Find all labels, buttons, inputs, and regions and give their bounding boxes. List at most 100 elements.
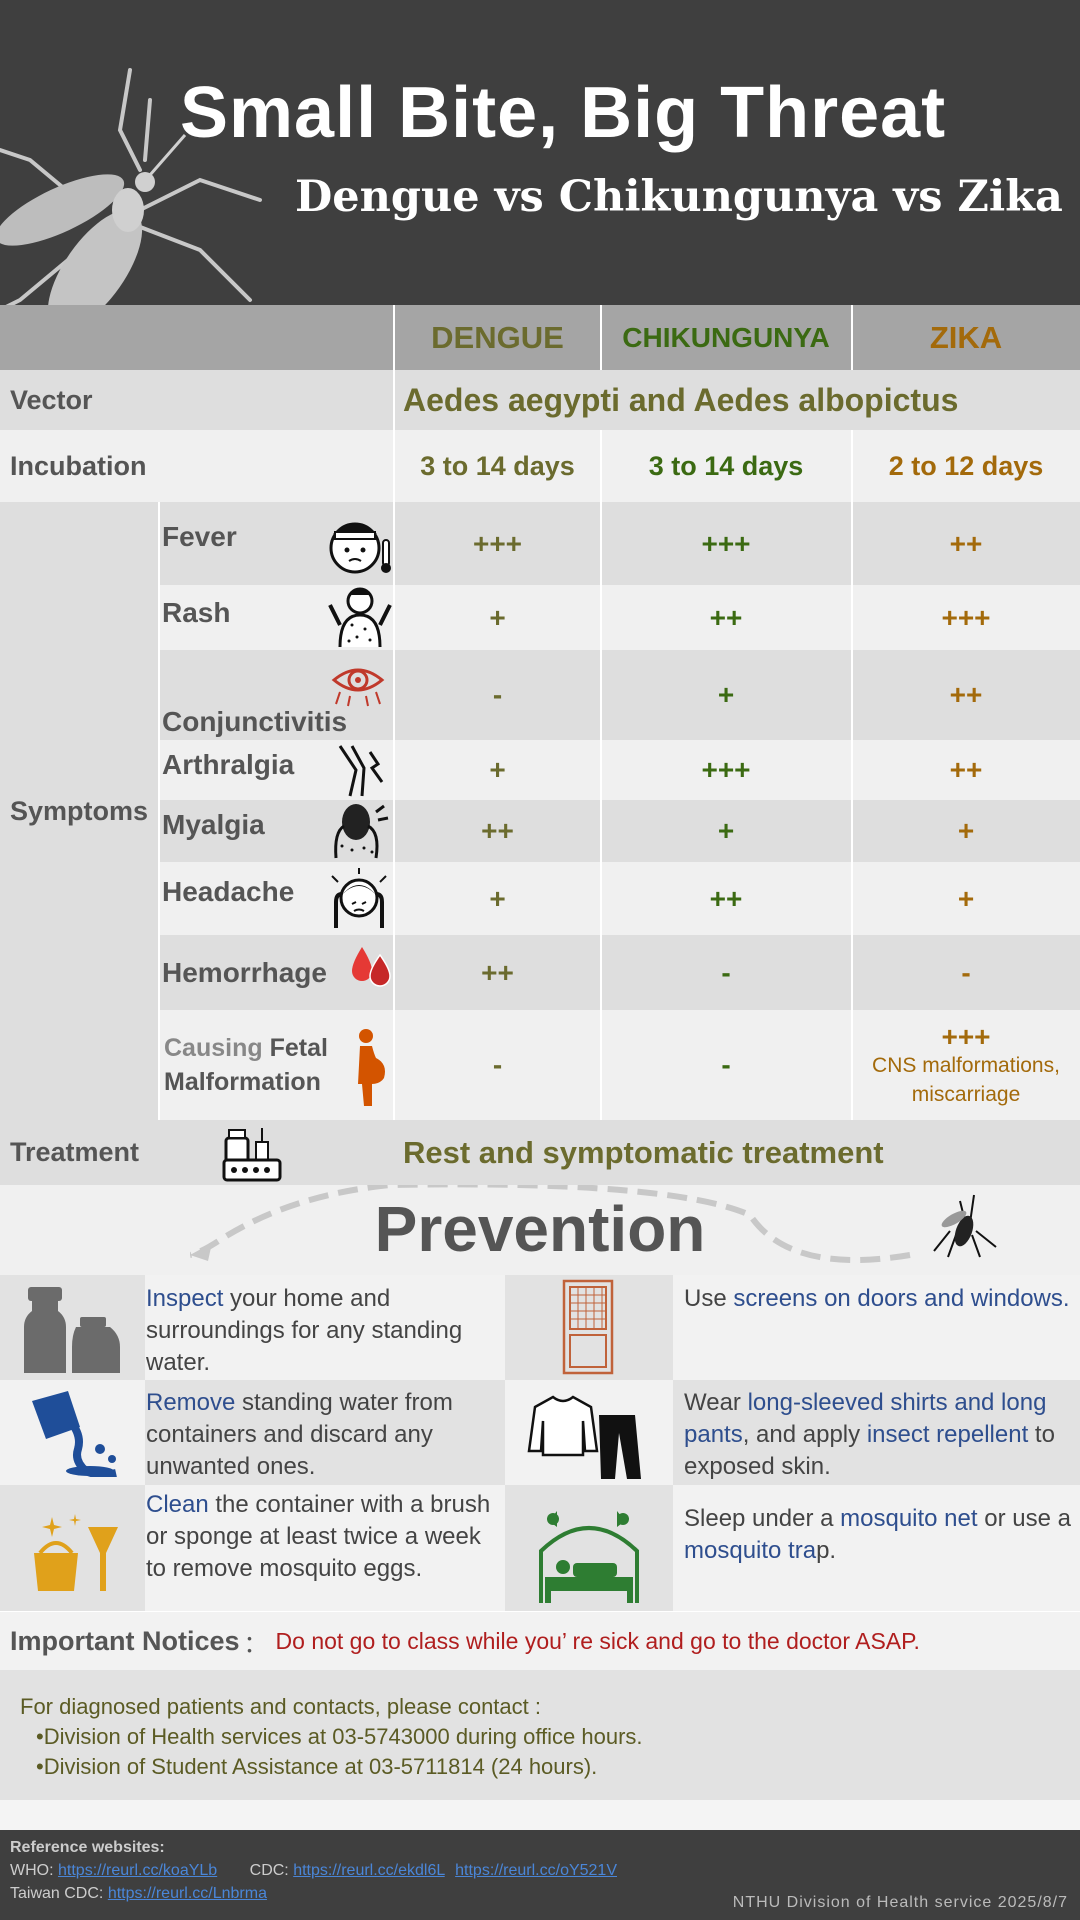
contact-student-assistance: •Division of Student Assistance at 03-57…	[36, 1754, 598, 1779]
notice-colon: ：	[243, 1630, 268, 1658]
myalgia-chikungunya: +	[717, 815, 735, 846]
joint-icon	[338, 745, 384, 797]
headache-icon	[331, 868, 387, 928]
incubation-label: Incubation	[10, 450, 147, 481]
prevention-grid: Inspect your home and surroundings for a…	[0, 1275, 1080, 1611]
symptom-row-fever: Fever +++ +++ ++	[160, 502, 1080, 585]
incubation-chikungunya: 3 to 14 days	[648, 450, 804, 481]
fetal-name-line2: Malformation	[164, 1068, 321, 1096]
treatment-row: Treatment Rest and symptomatic treatment	[0, 1120, 1080, 1185]
prevention-item-inspect: Inspect your home and surroundings for a…	[146, 1283, 496, 1379]
fetal-zika-note-2: miscarriage	[911, 1082, 1021, 1106]
cleaning-bucket-icon	[34, 1514, 118, 1591]
symptoms-group: Symptoms	[0, 502, 160, 1120]
conjunctivitis-dengue: -	[492, 679, 503, 710]
mosquito-icon	[933, 1194, 997, 1258]
pregnant-icon	[358, 1029, 385, 1106]
who-link[interactable]: https://reurl.cc/koaYLb	[58, 1862, 218, 1879]
rash-zika: +++	[941, 601, 991, 633]
page-title: Small Bite, Big Threat	[180, 73, 947, 153]
jars-icon	[24, 1287, 120, 1373]
prevention-banner	[0, 1185, 1080, 1275]
fetal-chikungunya: -	[721, 1049, 731, 1080]
cdc-link-1[interactable]: https://reurl.cc/ekdl6L	[293, 1862, 445, 1879]
symptom-row-myalgia: Myalgia ++ + +	[160, 800, 1080, 862]
clean-highlight: Clean	[146, 1491, 209, 1518]
incubation-dengue: 3 to 14 days	[420, 450, 575, 481]
vector-value: Aedes aegypti and Aedes albopictus	[403, 381, 959, 418]
hemorrhage-zika: -	[961, 956, 971, 988]
prevention-item-clothing: Wear long-sleeved shirts and long pants,…	[684, 1387, 1080, 1483]
incubation-zika: 2 to 12 days	[888, 450, 1044, 481]
prevention-item-clean: Clean the container with a brush or spon…	[146, 1489, 496, 1585]
headache-zika: +	[957, 882, 975, 914]
taiwan-cdc-label: Taiwan CDC:	[10, 1885, 108, 1902]
eye-icon	[331, 668, 385, 707]
inspect-highlight: Inspect	[146, 1285, 224, 1312]
pouring-water-icon	[32, 1391, 117, 1477]
net-mid: or use a	[977, 1505, 1071, 1532]
symptom-name: Myalgia	[162, 809, 265, 840]
contact-health-services: •Division of Health services at 03-57430…	[36, 1724, 643, 1749]
prevention-item-net: Sleep under a mosquito net or use a mosq…	[684, 1503, 1074, 1567]
headache-dengue: +	[489, 882, 506, 914]
symptom-row-headache: Headache + ++ +	[160, 862, 1080, 935]
clothing-highlight: long-sleeved shirts and long pants	[684, 1389, 1047, 1448]
clothing-pre: Wear	[684, 1389, 748, 1416]
mosquito-net-bed-icon	[539, 1511, 639, 1603]
column-dengue: DENGUE	[431, 319, 564, 355]
rash-icon	[328, 587, 392, 648]
credit-line: NTHU Division of Health service 2025/8/7	[732, 1894, 1068, 1911]
clean-text: the container with a brush or sponge at …	[146, 1491, 491, 1582]
symptom-row-hemorrhage: Hemorrhage ++ - -	[160, 935, 1080, 1010]
fetal-dengue: -	[492, 1049, 503, 1080]
column-zika: ZIKA	[929, 319, 1003, 355]
headache-chikungunya: ++	[709, 882, 743, 914]
symptom-name: Headache	[162, 876, 295, 907]
net-pre: Sleep under a	[684, 1505, 841, 1532]
symptoms-label: Symptoms	[10, 795, 149, 826]
fever-dengue: +++	[472, 527, 523, 559]
arthralgia-chikungunya: +++	[701, 754, 751, 785]
rash-dengue: +	[489, 601, 506, 633]
cdc-link-2[interactable]: https://reurl.cc/oY521V	[455, 1862, 617, 1879]
muscle-icon	[334, 804, 389, 859]
incubation-row: Incubation 3 to 14 days 3 to 14 days 2 t…	[0, 430, 1080, 502]
symptom-name: Hemorrhage	[162, 956, 327, 988]
symptom-name: Fever	[162, 521, 237, 552]
remove-text: standing water from containers and disca…	[146, 1389, 453, 1480]
prevention-title: Prevention	[374, 1193, 706, 1265]
footer: Reference websites: WHO: https://reurl.c…	[0, 1830, 1080, 1920]
clothes-icon	[527, 1395, 641, 1479]
medicine-icon	[222, 1128, 282, 1182]
screens-pre: Use	[684, 1285, 734, 1312]
symptom-row-fetal-malformation: Causing Fetal Malformation - - +++ CNS m…	[160, 1010, 1080, 1120]
flight-path-arrow-icon	[190, 1185, 911, 1263]
contact-intro: For diagnosed patients and contacts, ple…	[20, 1694, 541, 1719]
page-subtitle: Dengue vs Chikungunya vs Zika	[295, 172, 1063, 222]
treatment-value: Rest and symptomatic treatment	[403, 1134, 884, 1170]
conjunctivitis-chikungunya: +	[717, 679, 735, 710]
taiwan-cdc-link[interactable]: https://reurl.cc/Lnbrma	[107, 1885, 267, 1902]
fever-icon	[329, 522, 391, 574]
clothing-highlight-2: insect repellent	[866, 1421, 1029, 1448]
vector-label: Vector	[10, 384, 93, 415]
arthralgia-dengue: +	[489, 754, 506, 785]
prevention-item-screens: Use screens on doors and windows.	[684, 1283, 1074, 1315]
symptom-row-conjunctivitis: Conjunctivitis - + ++	[160, 650, 1080, 740]
net-highlight-2: mosquito tra	[684, 1537, 817, 1564]
arthralgia-zika: ++	[949, 754, 983, 785]
fetal-name-prefix: Causing	[164, 1034, 263, 1062]
symptom-name: Conjunctivitis	[162, 706, 348, 737]
fetal-zika: +++ CNS malformations, miscarriage	[852, 1010, 1080, 1120]
fetal-zika-mark: +++	[941, 1020, 991, 1052]
treatment-label: Treatment	[10, 1137, 140, 1167]
references-heading: Reference websites:	[10, 1839, 165, 1856]
mosquito-illustration	[0, 68, 262, 305]
hemorrhage-chikungunya: -	[721, 956, 731, 988]
fetal-malformation-label: Causing Fetal Malformation	[162, 1010, 362, 1120]
symptom-row-rash: Rash + ++ +++	[160, 585, 1080, 650]
vector-row: Vector Aedes aegypti and Aedes albopictu…	[0, 370, 1080, 430]
screens-highlight: screens on doors and windows.	[733, 1285, 1070, 1312]
clothing-post: to exposed skin.	[684, 1421, 1055, 1480]
